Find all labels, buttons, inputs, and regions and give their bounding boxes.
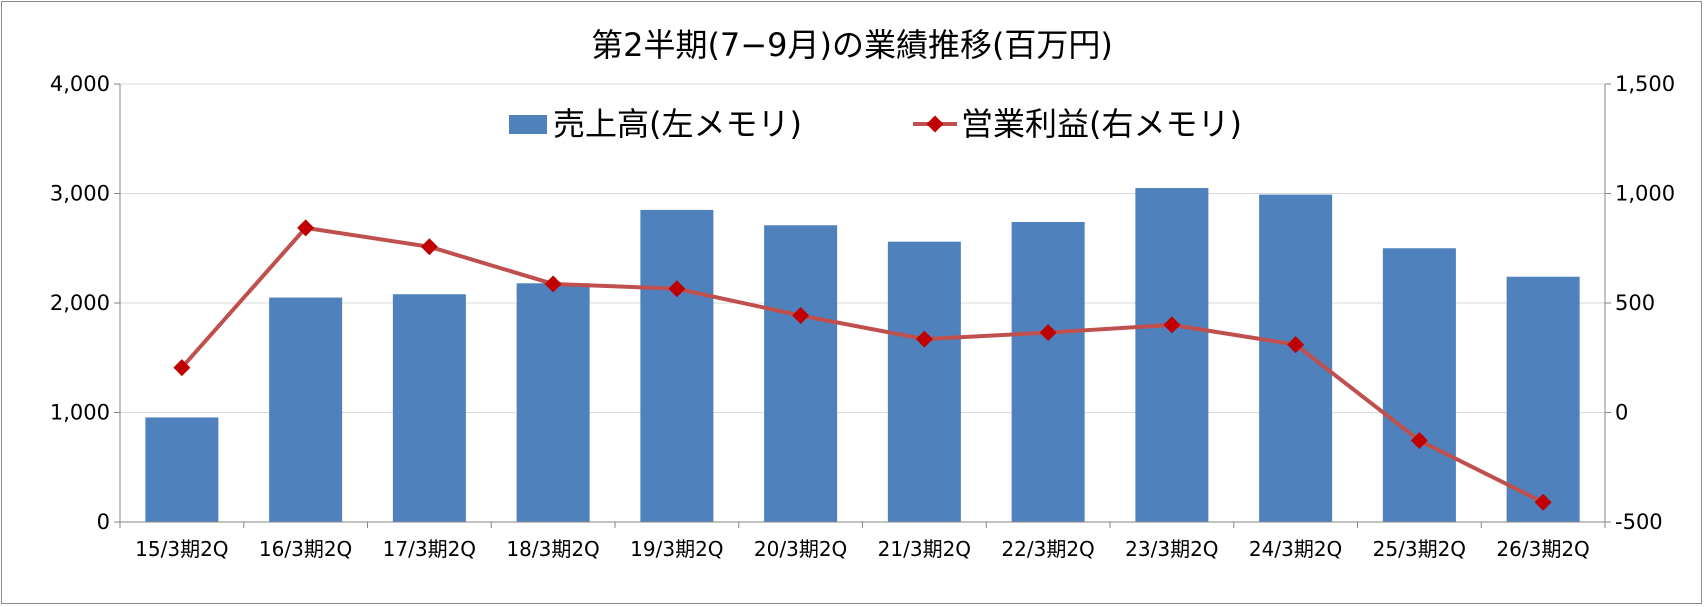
legend-label-profit: 営業利益(右メモリ) (961, 105, 1242, 143)
gridlines (120, 83, 1605, 413)
bar (1011, 221, 1085, 522)
bar (887, 241, 961, 522)
bar (764, 225, 838, 522)
bar (1259, 194, 1333, 522)
legend-label-sales: 売上高(左メモリ) (553, 105, 802, 143)
x-axis-tick-label: 21/3期2Q (878, 537, 971, 561)
bar (145, 417, 219, 522)
x-axis-tick-label: 17/3期2Q (383, 537, 476, 561)
right-axis-tick-label: 500 (1615, 291, 1655, 315)
left-axis-tick-label: 1,000 (50, 401, 110, 425)
line-point (544, 275, 562, 293)
x-axis-tick-label: 23/3期2Q (1125, 537, 1218, 561)
x-axis-tick-label: 15/3期2Q (135, 537, 228, 561)
bar (640, 209, 714, 523)
left-axis-tick-label: 0 (97, 510, 110, 534)
left-axis-tick-label: 2,000 (50, 291, 110, 315)
bar (1382, 248, 1456, 522)
x-axis-tick-label: 19/3期2Q (630, 537, 723, 561)
profit-line (180, 225, 1545, 505)
x-axis-tick-label: 26/3期2Q (1496, 537, 1589, 561)
bar (392, 294, 466, 522)
bar (269, 297, 343, 522)
x-axis-tick-label: 20/3期2Q (754, 537, 847, 561)
legend-swatch-profit-marker (926, 115, 944, 133)
right-axis-tick-label: 1,500 (1615, 72, 1675, 96)
left-axis-tick-label: 3,000 (50, 182, 110, 206)
line-point (792, 306, 810, 324)
line-series (173, 219, 1552, 511)
right-axis-tick-label: 0 (1615, 401, 1628, 425)
bar (1135, 188, 1209, 522)
line-point (173, 359, 191, 377)
x-axis-tick-label: 22/3期2Q (1001, 537, 1094, 561)
x-axis-tick-label: 24/3期2Q (1249, 537, 1342, 561)
x-axis-tick-label: 25/3期2Q (1373, 537, 1466, 561)
bar (1506, 276, 1580, 522)
chart-title: 第2半期(7−9月)の業績推移(百万円) (591, 26, 1113, 64)
left-axis-tick-label: 4,000 (50, 72, 110, 96)
right-axis-tick-label: 1,000 (1615, 182, 1675, 206)
bar (516, 283, 590, 522)
line-point (297, 219, 315, 237)
legend: 売上高(左メモリ) 営業利益(右メモリ) (509, 105, 1242, 143)
x-axis-tick-label: 18/3期2Q (506, 537, 599, 561)
x-axis-tick-label: 16/3期2Q (259, 537, 352, 561)
axes: 0 1,000 2,000 3,000 4,000 -500 0 500 1,000 1,500 1… (50, 72, 1675, 561)
line-point (668, 280, 686, 298)
bar-series (145, 188, 1580, 523)
right-axis-tick-label: -500 (1615, 510, 1663, 534)
legend-swatch-sales (509, 115, 547, 134)
line-point (915, 330, 933, 348)
line-point (420, 238, 438, 256)
